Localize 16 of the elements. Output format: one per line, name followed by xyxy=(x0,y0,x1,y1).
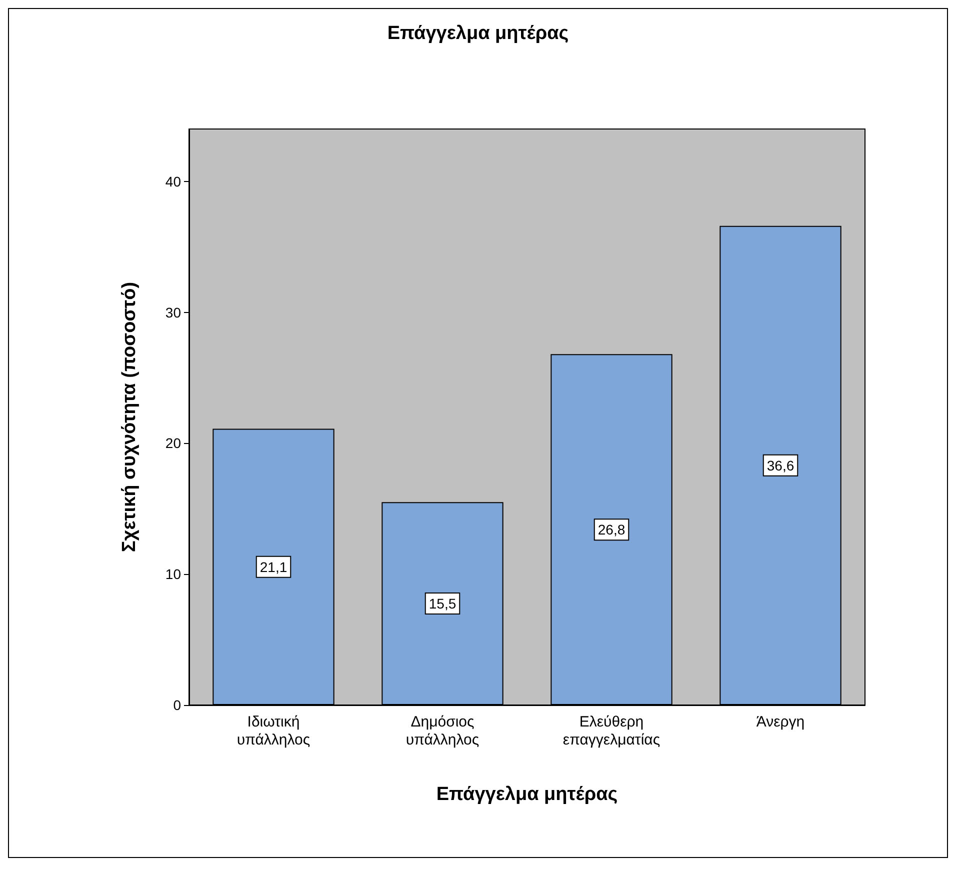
x-tick-label: Άνεργη xyxy=(756,714,805,730)
x-tick-label: Ιδιωτική υπάλληλος xyxy=(236,714,310,748)
y-tick-label: 40 xyxy=(165,173,182,190)
x-axis-title: Επάγγελμα μητέρας xyxy=(436,784,618,805)
data-label: 26,8 xyxy=(598,522,626,538)
y-tick-label: 10 xyxy=(165,566,182,582)
y-tick-label: 0 xyxy=(173,697,182,713)
y-tick-label: 20 xyxy=(165,435,182,452)
data-label: 15,5 xyxy=(428,596,456,612)
y-axis-title: Σχετική συχνότητα (ποσοστό) xyxy=(119,282,140,552)
y-tick-label: 30 xyxy=(165,304,182,320)
data-label: 21,1 xyxy=(260,558,288,575)
x-tick-label: Δημόσιος υπάλληλος xyxy=(406,714,480,748)
data-label: 36,6 xyxy=(766,457,794,474)
x-tick-label: Ελεύθερη επαγγελματίας xyxy=(562,714,660,748)
chart-title: Επάγγελμα μητέρας xyxy=(387,23,569,44)
